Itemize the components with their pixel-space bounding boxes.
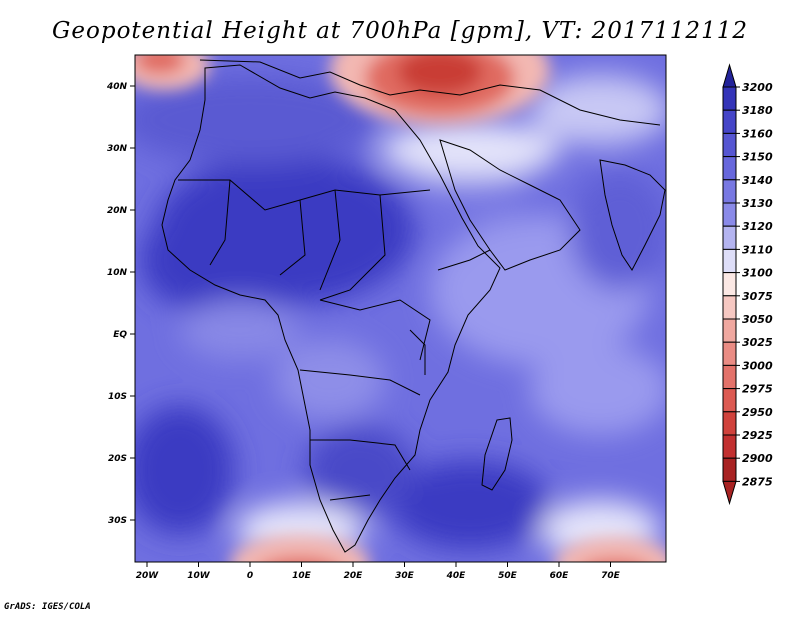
lat-tick-label: 30N — [107, 144, 128, 154]
colorbar-label: 3050 — [742, 313, 773, 326]
colorbar-label: 2925 — [742, 429, 773, 442]
colorbar-label: 3110 — [742, 243, 773, 256]
colorbar-label: 3075 — [742, 290, 773, 303]
lon-tick-label: 10W — [187, 571, 211, 581]
colorbar-label: 3120 — [742, 220, 773, 233]
lon-tick-label: 0 — [247, 571, 253, 581]
colorbar-label: 3150 — [742, 151, 773, 164]
colorbar-swatch — [722, 318, 737, 343]
lon-tick-label: 50E — [498, 571, 518, 581]
lon-tick-label: 20E — [344, 571, 364, 581]
colorbar-swatch — [722, 109, 737, 134]
colorbar-swatch — [722, 364, 737, 390]
colorbar-swatch — [722, 132, 737, 158]
colorbar-swatch — [722, 388, 737, 413]
colorbar: 3200 3180 3160 3150 3140 3130 3120 3110 3100 3075… — [722, 63, 773, 506]
colorbar-bottom-arrow — [722, 480, 737, 506]
colorbar-swatch — [722, 295, 737, 320]
lon-tick-label: 30E — [395, 571, 415, 581]
colorbar-swatch — [722, 248, 737, 274]
lat-tick-label: 10N — [107, 268, 128, 278]
lat-tick-label: 10S — [108, 392, 127, 402]
latitude-axis: 40N 30N 20N 10N EQ 10S 20S 30S — [106, 82, 135, 526]
colorbar-label: 3130 — [742, 197, 773, 210]
lon-tick-label: 10E — [292, 571, 312, 581]
colorbar-swatch — [722, 225, 737, 250]
colorbar-label: 2900 — [742, 452, 773, 465]
lat-tick-label: EQ — [113, 330, 127, 340]
height-field — [135, 55, 666, 562]
colorbar-label: 3000 — [742, 359, 773, 372]
colorbar-swatch — [722, 156, 737, 181]
grads-credit: GrADS: IGES/COLA — [4, 602, 91, 612]
colorbar-label: 2950 — [742, 406, 773, 419]
lat-tick-label: 20S — [108, 454, 127, 464]
map-title: Geopotential Height at 700hPa [gpm], VT:… — [52, 18, 748, 44]
colorbar-swatch — [722, 202, 737, 227]
colorbar-swatch — [722, 86, 737, 111]
plot-frame — [134, 54, 667, 563]
colorbar-swatch — [722, 457, 737, 482]
lon-tick-label: 60E — [550, 571, 570, 581]
colorbar-label: 3200 — [742, 81, 773, 94]
colorbar-swatch — [722, 434, 737, 459]
colorbar-swatch — [722, 341, 737, 366]
lat-tick-label: 40N — [106, 82, 128, 92]
colorbar-label: 3160 — [742, 127, 773, 140]
colorbar-label: 3180 — [742, 104, 773, 117]
colorbar-label: 3100 — [742, 267, 773, 280]
colorbar-top-arrow — [722, 63, 737, 88]
coastlines — [161, 59, 666, 553]
colorbar-label: 2875 — [742, 475, 773, 488]
colorbar-label: 3025 — [742, 336, 773, 349]
longitude-axis: 20W 10W 0 10E 20E 30E 40E 50E 60E 70E — [136, 562, 621, 581]
colorbar-swatch — [722, 179, 737, 204]
colorbar-swatch — [722, 272, 737, 297]
lon-tick-label: 40E — [446, 571, 467, 581]
colorbar-label: 2975 — [742, 383, 773, 396]
lon-tick-label: 20W — [136, 571, 160, 581]
lon-tick-label: 70E — [601, 571, 621, 581]
colorbar-label: 3140 — [742, 174, 773, 187]
lat-tick-label: 30S — [108, 516, 127, 526]
lat-tick-label: 20N — [107, 206, 128, 216]
colorbar-swatch — [722, 411, 737, 436]
